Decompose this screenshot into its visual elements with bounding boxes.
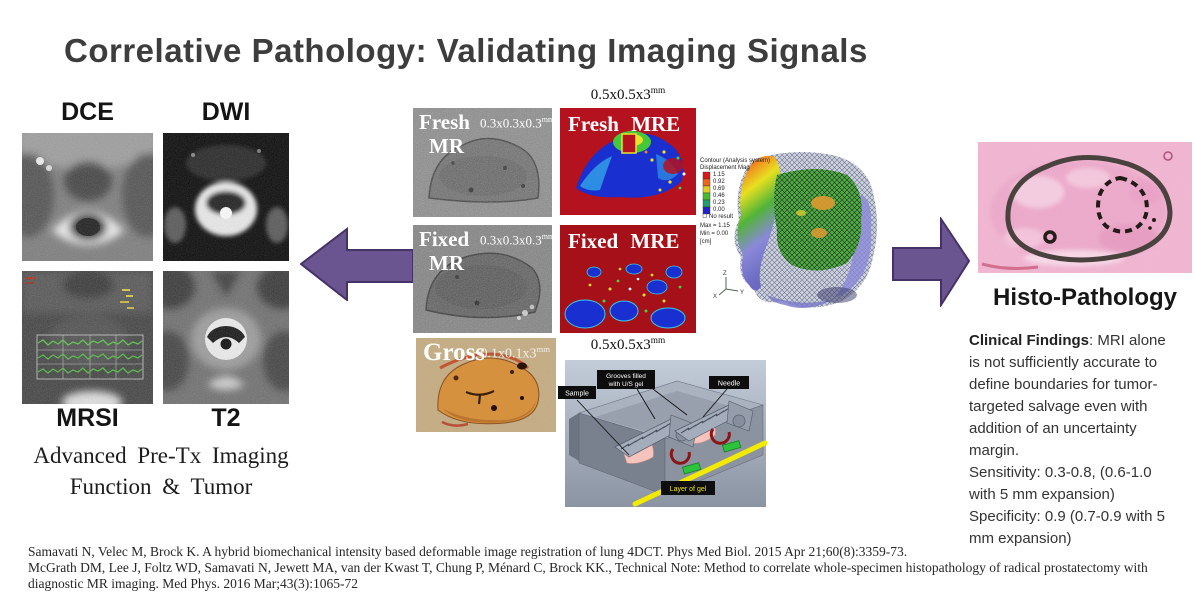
resolution-bottom-value: 0.5x0.5x3 [590,337,651,353]
contour-max: Max = 1.15 [700,223,731,229]
contour-unit: [cm] [700,239,712,245]
label-t2: T2 [211,404,241,432]
t2-mri-image [163,271,289,404]
references: Samavati N, Velec M, Brock K. A hybrid b… [28,544,1190,592]
fresh-mr-label: Fresh MR [419,110,470,158]
contour-legend-title: Contour (Analysis system) [700,158,770,164]
fixed-mr-resolution: 0.3x0.3x0.3mm [480,232,554,248]
dwi-mri-image [163,133,289,261]
gross-res-unit: mm [536,344,551,354]
fixed-mr-label: Fixed MR [419,227,469,275]
label-mrsi: MRSI [56,404,119,432]
fresh-mre-label: Fresh MRE [568,112,681,136]
sectioning-device-image: Sample Grooves filled with U/S gel Needl… [558,360,768,507]
device-label-gel: Layer of gel [670,486,707,493]
dce-mri-image [22,133,153,261]
contour-legend-subtitle: Displacement Mag [700,165,750,171]
clinical-findings: Clinical Findings: MRI alone is not suff… [969,330,1176,550]
clinical-findings-label: Clinical Findings [969,332,1090,349]
resolution-top-value: 0.5x0.5x3 [590,87,651,103]
histopathology-image [978,142,1192,273]
arrow-right-icon [892,217,971,307]
label-dwi: DWI [201,98,251,126]
contour-tick-4: 0.23 [713,200,725,206]
reference-2: McGrath DM, Lee J, Foltz WD, Samavati N,… [28,560,1148,591]
axis-y-label: Y [740,290,744,296]
fixed-mre-label: Fixed MRE [568,229,680,253]
arrow-left-icon [300,227,414,301]
contour-tick-5: 0.00 [713,207,725,213]
gross-res-value: ~0.1x0.1x3 [472,346,537,362]
resolution-top-unit: mm [650,86,666,96]
contour-tick-1: 0.92 [713,179,725,185]
fixed-mr-image [413,225,552,333]
mrsi-mri-image [22,271,153,404]
fresh-mr-image [413,108,552,217]
fixed-mre-image [560,225,696,333]
left-caption: Advanced Pre-Tx Imaging Function & Tumor [8,440,314,502]
device-label-grooves-2: with U/S gel [608,381,644,388]
fixed-mr-line2: MR [429,251,464,275]
fresh-mr-line2: MR [429,134,464,158]
caption-line2: Function & Tumor [69,474,253,499]
fresh-mr-resolution: 0.3x0.3x0.3mm [480,115,554,131]
device-label-needle: Needle [718,381,740,388]
gross-resolution: ~0.1x0.1x3mm [470,344,550,363]
fresh-mr-res-unit: mm [541,115,555,124]
fixed-mr-res-unit: mm [541,232,555,241]
caption-line1: Advanced Pre-Tx Imaging [33,443,289,468]
clinical-findings-paragraph: Clinical Findings: MRI alone is not suff… [969,330,1176,462]
fresh-mr-res-value: 0.3x0.3x0.3 [480,115,542,131]
resolution-bottom-unit: mm [650,336,666,346]
gross-label: Gross [423,339,486,366]
contour-tick-3: 0.46 [713,193,725,199]
contour-tick-0: 1.15 [713,172,725,178]
gross-specimen-image [416,338,556,432]
sensitivity-line: Sensitivity: 0.3-0.8, (0.6-1.0 with 5 mm… [969,464,1152,503]
device-label-sample: Sample [565,391,589,398]
specificity-line: Specificity: 0.9 (0.7-0.9 with 5 mm expa… [969,508,1165,547]
clinical-findings-text: : MRI alone is not sufficiently accurate… [969,332,1166,459]
fresh-mre-image [560,108,696,215]
histo-pathology-heading: Histo-Pathology [993,284,1177,311]
reference-1: Samavati N, Velec M, Brock K. A hybrid b… [28,544,908,559]
axis-triad-icon [718,277,739,296]
fixed-mr-line1: Fixed [419,227,470,251]
axis-z-label: Z [723,271,727,277]
fixed-mr-res-value: 0.3x0.3x0.3 [480,232,542,248]
label-dce: DCE [61,98,114,126]
contour-tick-2: 0.69 [713,186,725,192]
contour-min: Min = 0.00 [700,231,729,237]
page-title: Correlative Pathology: Validating Imagin… [64,32,868,70]
resolution-top: 0.5x0.5x3mm [560,86,696,104]
contour-no-result: No result [709,214,733,220]
axis-x-label: X [713,294,717,300]
device-label-grooves-1: Grooves filled [606,373,646,380]
resolution-bottom: 0.5x0.5x3mm [560,336,696,354]
contour-model-image: Contour (Analysis system) Displacement M… [700,151,877,309]
fresh-mr-line1: Fresh [419,110,470,134]
